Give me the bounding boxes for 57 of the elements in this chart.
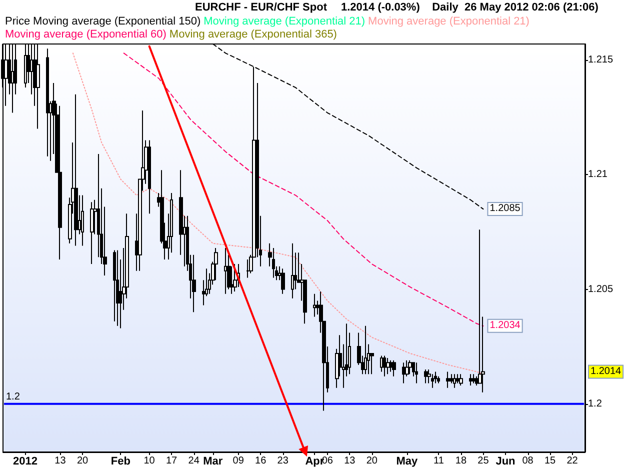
text: Moving average (Exponential 60) (5, 28, 166, 40)
data-label: 1.2034 (490, 320, 521, 331)
y-tick-label: 1.215 (588, 54, 614, 66)
line-series (72, 52, 484, 375)
candlestick (437, 376, 440, 384)
candlestick (58, 105, 62, 260)
x-tick-label: 20 (76, 456, 89, 466)
data-label: 1.2085 (490, 203, 521, 214)
y-tick-label: 1.21 (588, 169, 608, 180)
candlestick (214, 248, 218, 281)
x-tick-label: 13 (344, 456, 356, 466)
x-tick-label: 11 (434, 456, 444, 466)
line-series (123, 52, 484, 326)
legend-label: Moving average (Exponential 365) (169, 28, 337, 40)
candlestick (224, 248, 227, 294)
x-tick-label: May (396, 456, 418, 468)
x-tick-label: Feb (110, 456, 131, 468)
x-tick-label: 2012 (13, 456, 38, 468)
candlestick (246, 258, 250, 278)
candlestick (386, 358, 390, 375)
x-tick-label: 16 (255, 456, 267, 466)
chart-title: EURCHF - EUR/CHF Spot (195, 2, 328, 14)
text: 1.2014 (590, 366, 622, 377)
x-tick-label: 09 (232, 456, 244, 466)
candlestick (459, 374, 463, 386)
candlestick (424, 368, 428, 384)
x-tick-label: 24 (188, 456, 200, 466)
candlestick (380, 355, 383, 372)
candlestick (113, 250, 116, 322)
candlestick (392, 360, 396, 377)
x-tick-label: 23 (277, 456, 289, 466)
candlestick (281, 268, 285, 294)
candlestick (74, 94, 78, 246)
text: Price (5, 16, 30, 28)
candlestick (233, 264, 237, 292)
y-tick-label: 1.2 (588, 398, 602, 410)
candlestick (81, 194, 84, 246)
candlestick (427, 368, 431, 384)
ref-line-label: 1.2 (6, 391, 20, 402)
candlestick (313, 293, 316, 318)
x-tick-label: 13 (54, 456, 66, 466)
x-tick-label: 08 (522, 456, 534, 466)
text: Moving average (Exponential 21) (368, 16, 530, 28)
y-tick-label: 1.205 (588, 284, 614, 295)
x-tick-label: 18 (455, 456, 467, 466)
x-tick-label: Mar (203, 456, 224, 468)
x-tick-label: 15 (544, 456, 556, 466)
chart-subtitle: 1.2014 (-0.03%) Daily 26 May 2012 02:06 (21:06) (340, 2, 599, 14)
x-tick-label: Jun (496, 456, 516, 468)
x-tick-label: 20 (366, 456, 378, 466)
x-tick-label: 17 (166, 456, 178, 466)
candlestick (90, 202, 94, 265)
x-tick-label: 10 (144, 456, 156, 466)
x-tick-label: 25 (478, 456, 490, 466)
legend-label: Moving average (Exponential 21) (204, 16, 366, 28)
x-tick-label: 22 (566, 456, 578, 466)
series-label: Moving average (Exponential 150) (33, 16, 201, 28)
